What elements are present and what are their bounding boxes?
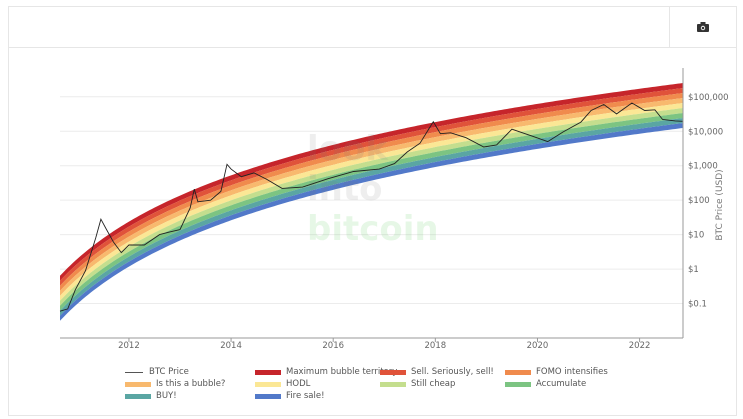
legend-label: BUY! bbox=[156, 391, 177, 401]
y-tick-label: $1,000 bbox=[688, 162, 718, 172]
x-tick-label: 2022 bbox=[629, 341, 651, 351]
chart-container bbox=[8, 6, 737, 416]
y-tick-label: $10,000 bbox=[688, 127, 723, 137]
legend-item[interactable]: BTC Price bbox=[125, 367, 189, 377]
legend-swatch bbox=[125, 381, 151, 387]
legend-item[interactable]: Still cheap bbox=[380, 379, 455, 389]
legend-swatch bbox=[380, 369, 406, 375]
x-tick-label: 2012 bbox=[118, 341, 140, 351]
legend-label: FOMO intensifies bbox=[536, 367, 608, 377]
y-tick-label: $10 bbox=[688, 231, 704, 241]
legend-swatch bbox=[125, 393, 151, 399]
y-tick-label: $100 bbox=[688, 196, 710, 206]
legend-label: Accumulate bbox=[536, 379, 587, 389]
legend-label: BTC Price bbox=[149, 367, 189, 377]
legend-item[interactable]: Is this a bubble? bbox=[125, 379, 225, 389]
x-tick-label: 2014 bbox=[220, 341, 242, 351]
download-image-button[interactable] bbox=[669, 7, 736, 47]
x-tick-label: 2018 bbox=[425, 341, 447, 351]
y-axis-label: BTC Price (USD) bbox=[715, 169, 725, 240]
y-tick-label: $100,000 bbox=[688, 93, 729, 103]
legend-item[interactable]: Maximum bubble territory bbox=[255, 367, 397, 377]
legend-item[interactable]: Fire sale! bbox=[255, 391, 325, 401]
legend-swatch bbox=[125, 371, 143, 373]
legend-label: Is this a bubble? bbox=[156, 379, 226, 389]
watermark-line1: look bbox=[307, 129, 389, 169]
legend-label: Fire sale! bbox=[286, 391, 325, 401]
watermark: look into bitcoin bbox=[307, 129, 439, 249]
legend-item[interactable]: Sell. Seriously, sell! bbox=[380, 367, 494, 377]
legend-swatch bbox=[255, 381, 281, 387]
x-tick-label: 2020 bbox=[527, 341, 549, 351]
legend-swatch bbox=[255, 369, 281, 375]
legend-label: HODL bbox=[286, 379, 311, 389]
legend-swatch bbox=[255, 393, 281, 399]
x-tick-label: 2016 bbox=[322, 341, 344, 351]
legend-label: Sell. Seriously, sell! bbox=[411, 367, 494, 377]
y-tick-label: $1 bbox=[688, 265, 699, 275]
watermark-line3: bitcoin bbox=[307, 209, 439, 249]
chart-header bbox=[9, 7, 736, 48]
legend-item[interactable]: HODL bbox=[255, 379, 310, 389]
legend-item[interactable]: Accumulate bbox=[505, 379, 586, 389]
legend-item[interactable]: FOMO intensifies bbox=[505, 367, 608, 377]
camera-icon bbox=[697, 22, 709, 32]
legend-swatch bbox=[380, 381, 406, 387]
legend-item[interactable]: BUY! bbox=[125, 391, 177, 401]
legend-swatch bbox=[505, 381, 531, 387]
btc-price-line bbox=[59, 102, 684, 312]
legend-swatch bbox=[505, 369, 531, 375]
legend-label: Maximum bubble territory bbox=[286, 367, 398, 377]
watermark-line2: into bbox=[307, 169, 382, 209]
legend-label: Still cheap bbox=[411, 379, 456, 389]
y-tick-label: $0.1 bbox=[688, 300, 707, 310]
